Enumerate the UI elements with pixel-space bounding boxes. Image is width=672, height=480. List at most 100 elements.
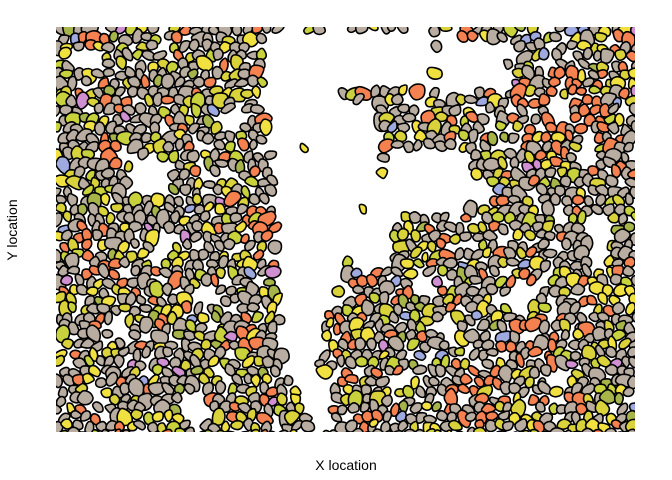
cell-320: [206, 103, 221, 118]
cell-1808: [378, 350, 390, 360]
cell-1148: [537, 302, 552, 313]
cell-1044: [215, 284, 227, 295]
cell-28: [428, 27, 441, 38]
cell-1446: [224, 363, 236, 377]
cell-1809: [368, 418, 379, 428]
cell-81: [72, 41, 85, 52]
cell-1766: [184, 426, 196, 432]
cell-206: [203, 76, 217, 89]
cell-1690: [464, 411, 477, 422]
cell-1384: [83, 354, 95, 367]
cell-341: [628, 102, 635, 117]
cell-913: [160, 258, 172, 271]
cell-467: [109, 139, 122, 153]
cell-68: [496, 31, 508, 43]
cell-1092: [368, 292, 381, 304]
cell-930: [442, 257, 458, 269]
cell-1300: [200, 338, 212, 351]
cell-853: [435, 237, 447, 250]
cell-330: [448, 104, 462, 117]
cell-1739: [447, 419, 463, 432]
cell-127: [551, 47, 563, 62]
cell-1734: [397, 419, 409, 432]
cell-471: [162, 140, 175, 153]
cell-479: [390, 139, 405, 149]
cell-37: [554, 27, 567, 33]
cell-1743: [501, 420, 514, 432]
cell-1231: [476, 318, 491, 332]
cell-1490: [198, 372, 211, 386]
cell-446: [457, 129, 470, 142]
cell-291: [455, 93, 467, 106]
cell-1310: [354, 337, 367, 351]
cell-1120: [138, 303, 153, 313]
cell-segmentation-layer: [56, 27, 635, 432]
cell-1281: [572, 327, 585, 341]
cell-27: [396, 27, 409, 35]
cell-1551: [415, 385, 426, 399]
cell-842: [181, 238, 193, 250]
cell-1079: [135, 294, 147, 306]
cell-667: [495, 194, 511, 207]
cell-859: [537, 238, 550, 250]
cell-1054: [378, 280, 396, 296]
cell-332: [485, 101, 496, 114]
cell-1407: [354, 355, 369, 368]
cell-321: [220, 102, 237, 115]
cell-65: [466, 30, 479, 43]
cell-993: [74, 273, 85, 287]
cell-974: [437, 264, 449, 277]
cell-1778: [329, 429, 339, 432]
cell-573: [470, 167, 483, 181]
cell-756: [76, 220, 88, 232]
cell-679: [56, 202, 67, 214]
cell-165: [102, 67, 115, 78]
cell-497: [623, 141, 634, 153]
cell-650: [100, 192, 111, 206]
cell-1202: [631, 311, 635, 323]
cell-1262: [321, 329, 332, 342]
cell-664: [248, 193, 261, 206]
cell-1022: [525, 273, 537, 287]
cell-1450: [269, 364, 281, 378]
cell-1692: [485, 411, 499, 422]
cell-741: [460, 212, 472, 223]
cell-1457: [412, 364, 428, 375]
cell-1167: [196, 311, 210, 324]
cell-1062: [485, 283, 499, 296]
cell-1208: [138, 316, 154, 334]
cell-1417: [481, 358, 495, 370]
cell-368: [476, 113, 490, 126]
cell-1250: [128, 329, 142, 341]
cell-751: [607, 211, 620, 224]
cell-852: [426, 240, 437, 253]
cell-839: [129, 238, 140, 249]
cell-638: [554, 185, 566, 197]
cell-339: [599, 103, 611, 118]
cell-1435: [87, 364, 102, 378]
cell-1317: [438, 340, 450, 351]
cell-312: [121, 104, 136, 116]
cell-665: [258, 192, 270, 205]
cell-1314: [406, 337, 421, 351]
cell-1078: [124, 291, 137, 307]
cell-449: [486, 130, 499, 147]
cell-1687: [435, 409, 449, 422]
cell-19: [271, 27, 285, 34]
cell-1559: [508, 382, 522, 395]
cell-632: [264, 183, 278, 197]
cell-799: [91, 229, 104, 241]
cell-493: [568, 141, 583, 153]
cell-1499: [344, 373, 359, 384]
cell-674: [583, 195, 595, 207]
cell-1308: [337, 338, 349, 351]
cell-609: [527, 174, 541, 187]
cell-96: [430, 39, 443, 54]
cell-1682: [382, 410, 393, 423]
cell-1678: [330, 412, 343, 423]
cell-678: [624, 192, 634, 206]
cell-1772: [250, 428, 261, 432]
cell-753: [630, 211, 635, 222]
cell-1501: [364, 375, 379, 387]
